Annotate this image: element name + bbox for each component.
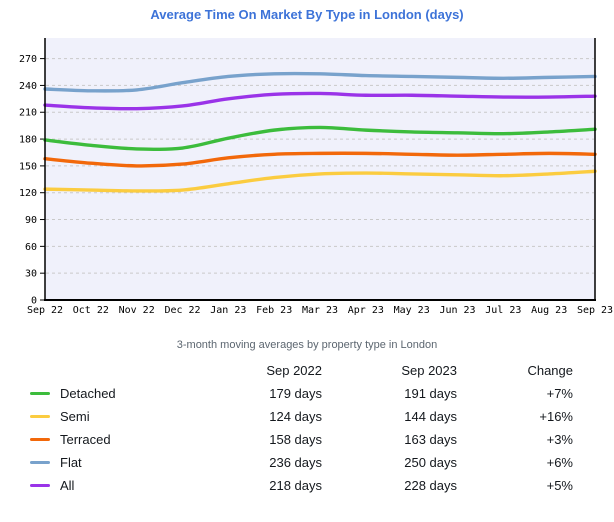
value-change: +7%: [546, 386, 573, 401]
table-row-detached: Detached 179 days 191 days +7%: [30, 382, 573, 405]
swatch-cell: [30, 392, 60, 395]
x-tick-label: Apr 23: [348, 305, 384, 316]
y-tick-label: 120: [19, 188, 37, 199]
chart-subtitle: 3-month moving averages by property type…: [176, 339, 438, 351]
series-line-all: [43, 91, 597, 111]
table-row-terraced: Terraced 158 days 163 days +3%: [30, 428, 573, 451]
row-label: Semi: [60, 409, 90, 424]
x-tick-label: Jun 23: [439, 305, 475, 316]
y-tick-label: 180: [19, 135, 37, 146]
chart-title: Average Time On Market By Type in London…: [150, 7, 464, 22]
table-header-row: Sep 2022 Sep 2023 Change: [30, 359, 573, 382]
swatch-cell: [30, 484, 60, 487]
row-label: Detached: [60, 386, 116, 401]
value-sep-2022: 158 days: [269, 432, 322, 447]
value-sep-2023: 250 days: [404, 455, 457, 470]
x-tick-label: Jul 23: [485, 305, 521, 316]
value-sep-2023: 228 days: [404, 478, 457, 493]
value-sep-2022: 124 days: [269, 409, 322, 424]
x-tick-label: Aug 23: [531, 305, 567, 316]
y-tick-label: 240: [19, 81, 37, 92]
series-line-detached: [43, 125, 597, 151]
summary-table: Sep 2022 Sep 2023 Change Detached 179 da…: [30, 359, 573, 497]
x-tick-label: Sep 23: [577, 305, 613, 316]
y-tick-label: 270: [19, 54, 37, 65]
value-change: +5%: [546, 478, 573, 493]
x-tick-label: May 23: [394, 305, 430, 316]
x-tick-label: Dec 22: [164, 305, 200, 316]
value-change: +3%: [546, 432, 573, 447]
y-tick-label: 150: [19, 161, 37, 172]
value-sep-2022: 179 days: [269, 386, 322, 401]
y-tick-label: 30: [25, 269, 37, 280]
value-sep-2023: 144 days: [404, 409, 457, 424]
series-line-flat: [43, 71, 597, 93]
col-header-change: Change: [527, 363, 573, 378]
swatch-cell: [30, 438, 60, 441]
y-tick-label: 0: [31, 296, 37, 307]
x-tick-label: Feb 23: [256, 305, 292, 316]
table-row-all: All 218 days 228 days +5%: [30, 474, 573, 497]
col-header-sep-2023: Sep 2023: [401, 363, 457, 378]
value-sep-2023: 163 days: [404, 432, 457, 447]
x-tick-label: Oct 22: [73, 305, 109, 316]
y-tick-label: 60: [25, 242, 37, 253]
y-tick-label: 210: [19, 108, 37, 119]
row-label: Flat: [60, 455, 82, 470]
value-sep-2023: 191 days: [404, 386, 457, 401]
swatch-cell: [30, 461, 60, 464]
x-tick-label: Sep 22: [27, 305, 63, 316]
plot-area: [45, 38, 595, 300]
detached-line-swatch-icon: [30, 392, 50, 395]
value-sep-2022: 236 days: [269, 455, 322, 470]
time-on-market-line-chart: 0 30 60 90 120 150 180 210 240 270 Sep 22 Oct 22 Nov…: [19, 38, 613, 316]
terraced-line-swatch-icon: [30, 438, 50, 441]
table-row-semi: Semi 124 days 144 days +16%: [30, 405, 573, 428]
row-label: Terraced: [60, 432, 111, 447]
series-line-semi: [43, 169, 597, 193]
x-tick-label: Jan 23: [210, 305, 246, 316]
series-line-terraced: [43, 151, 597, 168]
x-tick-label: Nov 22: [119, 305, 155, 316]
y-tick-label: 90: [25, 215, 37, 226]
flat-line-swatch-icon: [30, 461, 50, 464]
value-sep-2022: 218 days: [269, 478, 322, 493]
row-label: All: [60, 478, 75, 493]
semi-line-swatch-icon: [30, 415, 50, 418]
swatch-cell: [30, 415, 60, 418]
x-tick-label: Mar 23: [302, 305, 338, 316]
value-change: +16%: [539, 409, 573, 424]
all-line-swatch-icon: [30, 484, 50, 487]
value-change: +6%: [546, 455, 573, 470]
col-header-sep-2022: Sep 2022: [266, 363, 322, 378]
table-row-flat: Flat 236 days 250 days +6%: [30, 451, 573, 474]
